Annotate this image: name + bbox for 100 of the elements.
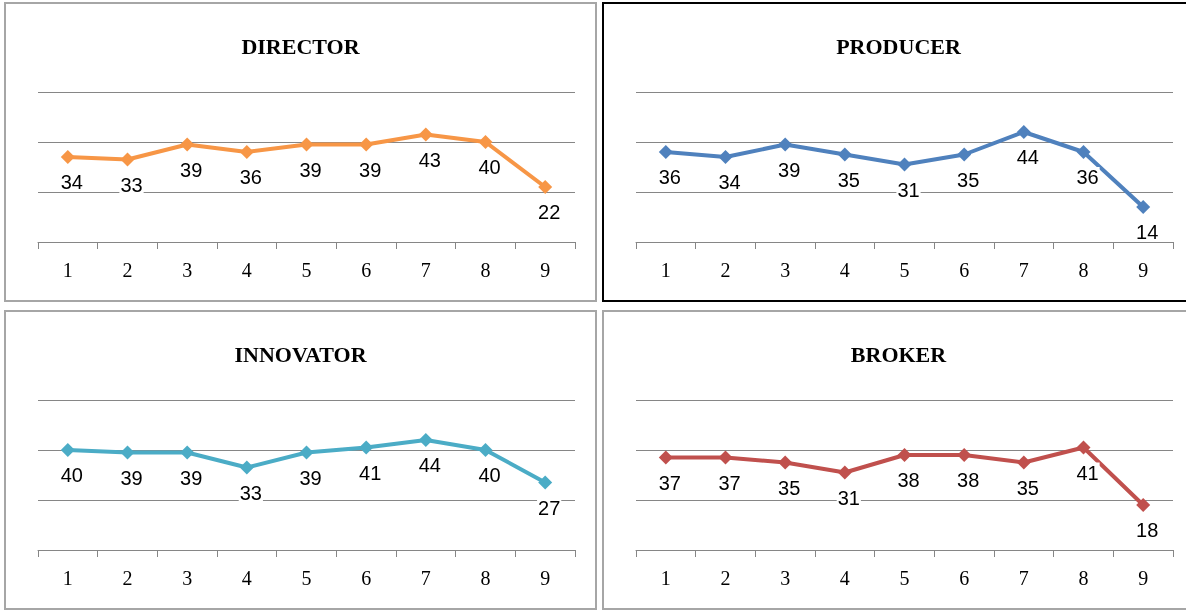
point [897, 157, 912, 172]
x-tick-label: 4 [839, 259, 850, 281]
point [299, 137, 314, 152]
point [60, 150, 75, 164]
x-tick-label: 4 [241, 259, 252, 281]
data-label: 40 [60, 464, 83, 486]
x-tick-label: 4 [241, 567, 252, 589]
x-tick-label: 5 [301, 567, 312, 589]
point [478, 135, 493, 149]
data-label: 37 [658, 471, 681, 494]
point [239, 460, 254, 475]
data-label: 39 [359, 158, 382, 181]
data-label: 37 [718, 471, 741, 494]
point [120, 152, 135, 167]
point [837, 147, 852, 162]
x-tick-label: 6 [361, 259, 372, 281]
x-tick-label: 7 [1018, 259, 1029, 281]
point [538, 180, 553, 194]
point [957, 147, 972, 162]
x-tick-label: 1 [62, 567, 73, 589]
x-tick-label: 7 [1018, 567, 1029, 589]
data-label: 39 [299, 466, 322, 489]
point [478, 443, 493, 457]
data-label: 35 [778, 476, 801, 499]
data-label: 35 [957, 168, 980, 191]
data-label: 34 [60, 171, 83, 193]
x-tick-label: 1 [660, 567, 671, 589]
x-tick-label: 5 [899, 259, 910, 281]
x-tick-label: 8 [480, 567, 491, 589]
data-label: 38 [957, 469, 980, 491]
point [418, 433, 433, 447]
x-tick-label: 9 [540, 259, 551, 281]
x-tick-label: 8 [1078, 567, 1089, 589]
data-label: 38 [897, 469, 920, 491]
point [957, 448, 972, 462]
point [1136, 200, 1151, 214]
x-tick-label: 2 [122, 567, 133, 589]
x-tick-label: 1 [660, 259, 671, 281]
data-label: 34 [718, 171, 741, 193]
data-label: 40 [478, 156, 501, 178]
x-tick-label: 1 [62, 259, 73, 281]
data-label: 31 [897, 178, 920, 201]
x-tick-label: 6 [361, 567, 372, 589]
point [299, 445, 314, 460]
point [180, 445, 195, 460]
point [538, 475, 553, 490]
x-tick-label: 3 [780, 259, 791, 281]
data-label: 36 [239, 166, 262, 188]
x-tick-label: 7 [420, 259, 431, 281]
data-label: 39 [778, 158, 801, 181]
data-label: 36 [1076, 166, 1099, 188]
data-label: 35 [1016, 476, 1039, 499]
point [1076, 440, 1091, 455]
point [359, 440, 374, 455]
point [239, 145, 254, 159]
point [1076, 145, 1091, 159]
data-label: 40 [478, 464, 501, 486]
data-label: 41 [1076, 461, 1099, 484]
point [778, 137, 793, 152]
x-tick-label: 3 [182, 259, 193, 281]
point [718, 450, 733, 465]
x-tick-label: 9 [1138, 259, 1149, 281]
data-label: 36 [658, 166, 681, 188]
data-label: 33 [120, 173, 143, 196]
data-label: 43 [418, 148, 441, 171]
x-tick-label: 5 [899, 567, 910, 589]
x-tick-label: 7 [420, 567, 431, 589]
point [718, 150, 733, 164]
x-tick-label: 5 [301, 259, 312, 281]
point [418, 127, 433, 142]
chart-title: PRODUCER [836, 33, 962, 59]
x-tick-label: 2 [720, 567, 731, 589]
point [897, 448, 912, 462]
point [658, 145, 673, 159]
data-label: 39 [299, 158, 322, 181]
data-label: 41 [359, 461, 382, 484]
point [1136, 498, 1151, 512]
data-label: 39 [180, 158, 203, 181]
point [359, 137, 374, 152]
point [837, 465, 852, 480]
point [778, 455, 793, 470]
point [60, 443, 75, 457]
chart-title: DIRECTOR [241, 33, 361, 59]
point [120, 445, 135, 460]
x-tick-label: 3 [182, 567, 193, 589]
data-label: 27 [538, 496, 561, 519]
data-label: 44 [418, 454, 441, 476]
data-label: 35 [837, 168, 860, 191]
data-label: 22 [538, 201, 561, 223]
data-label: 44 [1016, 146, 1039, 168]
chart-title: INNOVATOR [234, 341, 368, 367]
data-label: 39 [180, 466, 203, 489]
point [1016, 125, 1031, 139]
data-label: 31 [837, 486, 860, 509]
x-tick-label: 4 [839, 567, 850, 589]
x-tick-label: 2 [122, 259, 133, 281]
chart-title: BROKER [850, 341, 948, 367]
data-label: 39 [120, 466, 143, 489]
x-tick-label: 9 [540, 567, 551, 589]
data-label: 14 [1136, 221, 1159, 243]
